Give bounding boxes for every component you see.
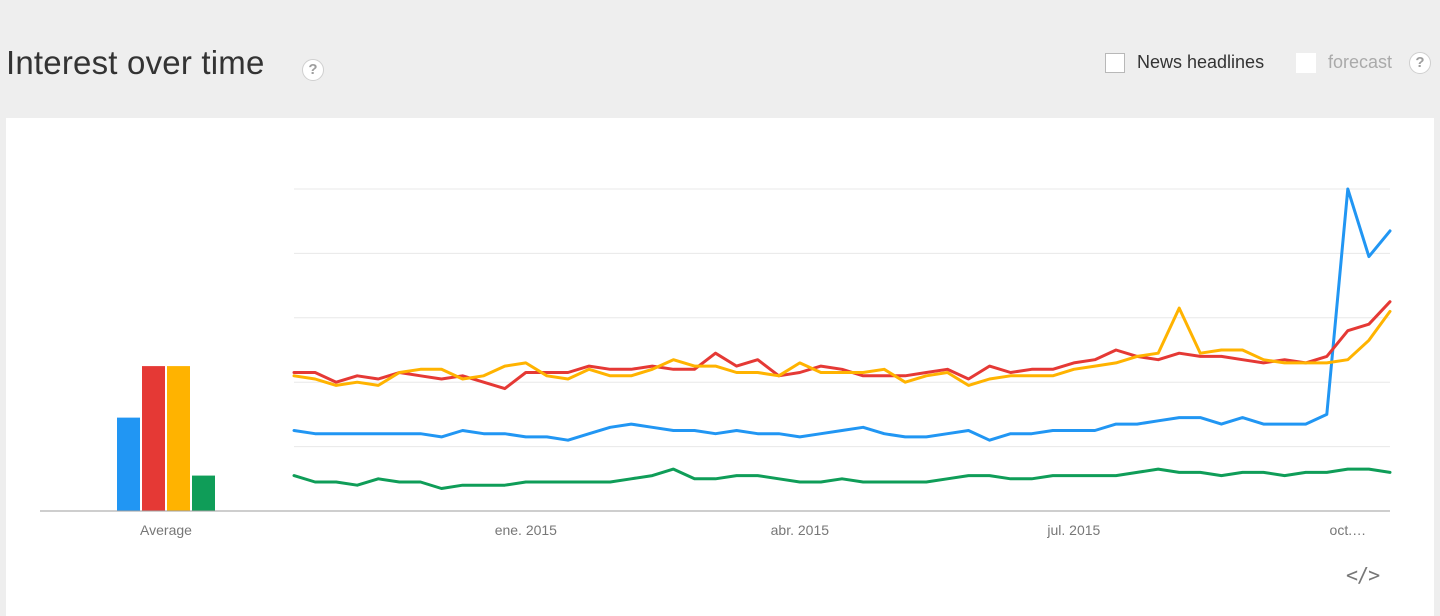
average-bar (167, 366, 190, 511)
chart-panel: Average ene. 2015 abr. 2015 jul. 2015 oct.… (6, 118, 1434, 616)
embed-code-icon[interactable]: </> (1346, 563, 1380, 587)
x-tick-label: ene. 2015 (495, 522, 557, 538)
series-line (292, 306, 1392, 387)
x-tick-label: abr. 2015 (771, 522, 830, 538)
average-bar (142, 366, 165, 511)
average-bar (192, 475, 215, 511)
x-tick-label: Average (140, 522, 192, 538)
forecast-label[interactable]: forecast (1328, 52, 1393, 72)
news-headlines-checkbox[interactable] (1105, 53, 1125, 73)
series-line (292, 187, 1392, 442)
news-headlines-label[interactable]: News headlines (1137, 52, 1265, 72)
series-line (292, 300, 1392, 391)
forecast-checkbox[interactable] (1296, 53, 1316, 73)
average-bar (117, 417, 140, 511)
help-circle-icon[interactable]: ? (302, 59, 324, 81)
interest-over-time-chart: Average ene. 2015 abr. 2015 jul. 2015 oct.… (40, 187, 1392, 538)
series-line (292, 467, 1392, 490)
x-tick-label: oct.… (1330, 522, 1367, 538)
help-circle-icon[interactable]: ? (1409, 52, 1431, 74)
x-tick-label: jul. 2015 (1046, 522, 1100, 538)
page-title: Interest over time (6, 44, 265, 81)
